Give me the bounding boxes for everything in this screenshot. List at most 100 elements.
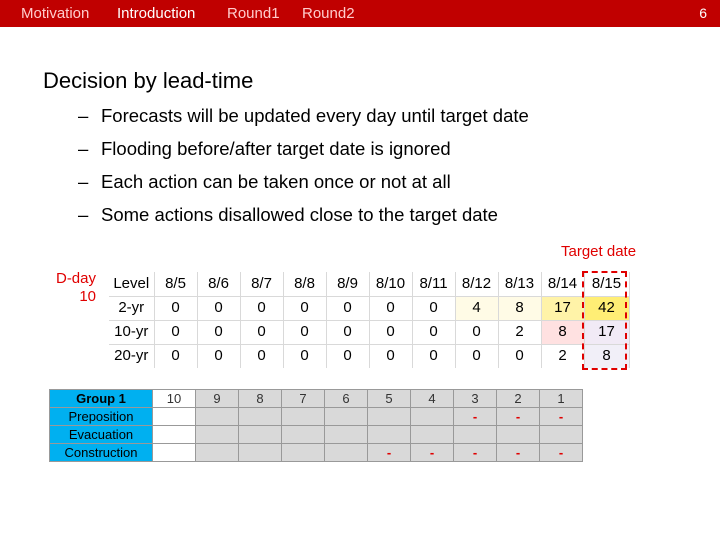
nav-item-round2[interactable]: Round2	[302, 5, 355, 22]
forecast-cell: 0	[239, 319, 284, 345]
forecast-cell: 0	[282, 319, 327, 345]
group-cell	[195, 407, 239, 426]
top-navigation-bar: Motivation Introduction Round1 Round2 6	[0, 0, 720, 27]
group-day-number: 6	[324, 389, 368, 408]
group-day-number: 4	[410, 389, 454, 408]
forecast-cell: 42	[583, 295, 630, 321]
bullet-text: Flooding before/after target date is ign…	[101, 138, 451, 159]
forecast-cell: 0	[497, 343, 542, 368]
forecast-row: 20-yr 0 0 0 0 0 0 0 0 0 2 8	[109, 343, 630, 368]
group-cell	[152, 443, 196, 462]
bullet-item: – Each action can be taken once or not at…	[78, 169, 529, 202]
forecast-header-date: 8/14	[540, 272, 585, 297]
bullet-marker: –	[78, 204, 89, 225]
slide-number: 6	[699, 5, 707, 21]
group-cell	[195, 443, 239, 462]
forecast-header-date: 8/7	[239, 272, 284, 297]
group-cell	[152, 425, 196, 444]
forecast-row: 10-yr 0 0 0 0 0 0 0 0 2 8 17	[109, 319, 630, 345]
forecast-header-date: 8/10	[368, 272, 413, 297]
forecast-cell: 8	[583, 343, 630, 368]
bullet-marker: –	[78, 105, 89, 126]
forecast-header-date: 8/9	[325, 272, 370, 297]
disallowed-cell: -	[453, 443, 497, 462]
group-cell	[496, 425, 540, 444]
group-cell	[281, 443, 325, 462]
forecast-cell: 0	[411, 295, 456, 321]
group-row: Construction - - - - -	[49, 443, 583, 462]
forecast-cell: 0	[325, 343, 370, 368]
group-row: Evacuation	[49, 425, 583, 444]
group-cell	[453, 425, 497, 444]
group-cell	[238, 407, 282, 426]
group-cell	[238, 443, 282, 462]
forecast-cell: 0	[153, 343, 198, 368]
forecast-cell: 0	[411, 343, 456, 368]
forecast-cell: 0	[239, 295, 284, 321]
forecast-cell: 0	[368, 343, 413, 368]
bullet-text: Each action can be taken once or not at …	[101, 171, 451, 192]
group-day-number: 2	[496, 389, 540, 408]
slide-title: Decision by lead-time	[43, 68, 254, 93]
nav-item-round1[interactable]: Round1	[227, 5, 280, 22]
group-cell	[281, 425, 325, 444]
group-cell	[152, 407, 196, 426]
group-header-row: Group 1 10 9 8 7 6 5 4 3 2 1	[49, 389, 583, 408]
group-cell	[324, 443, 368, 462]
forecast-cell: 0	[368, 295, 413, 321]
forecast-header-row: Level 8/5 8/6 8/7 8/8 8/9 8/10 8/11 8/12 8/13 8/14…	[109, 272, 630, 297]
forecast-cell: 0	[196, 343, 241, 368]
bullet-text: Some actions disallowed close to the tar…	[101, 204, 498, 225]
group-day-number: 9	[195, 389, 239, 408]
forecast-header-date: 8/15	[583, 272, 630, 297]
forecast-cell: 4	[454, 295, 499, 321]
target-date-label: Target date	[561, 243, 637, 260]
forecast-cell: 2	[540, 343, 585, 368]
forecast-header-date: 8/13	[497, 272, 542, 297]
nav-item-introduction[interactable]: Introduction	[117, 5, 196, 22]
forecast-cell: 0	[153, 295, 198, 321]
bullet-text: Forecasts will be updated every day unti…	[101, 105, 529, 126]
disallowed-cell: -	[539, 407, 583, 426]
bullet-marker: –	[78, 138, 89, 159]
disallowed-cell: -	[453, 407, 497, 426]
bullet-item: – Forecasts will be updated every day unt…	[78, 103, 529, 136]
group-day-number: 10	[152, 389, 196, 408]
disallowed-cell: -	[367, 443, 411, 462]
forecast-cell: 0	[454, 343, 499, 368]
forecast-header-date: 8/11	[411, 272, 456, 297]
nav-item-motivation[interactable]: Motivation	[21, 5, 90, 22]
group-cell	[281, 407, 325, 426]
group-day-number: 3	[453, 389, 497, 408]
forecast-cell: 17	[583, 319, 630, 345]
disallowed-cell: -	[496, 407, 540, 426]
group-cell	[367, 407, 411, 426]
dday-label-text: D-day	[55, 270, 96, 287]
group-day-number: 7	[281, 389, 325, 408]
forecast-cell: 0	[196, 319, 241, 345]
bullet-marker: –	[78, 171, 89, 192]
forecast-cell: 8	[497, 295, 542, 321]
dday-label-number: 10	[79, 288, 96, 305]
forecast-cell: 0	[153, 319, 198, 345]
forecast-table: Level 8/5 8/6 8/7 8/8 8/9 8/10 8/11 8/12 8/13 8/14…	[109, 272, 630, 368]
group-row: Preposition - - -	[49, 407, 583, 426]
bullet-item: – Flooding before/after target date is ig…	[78, 136, 529, 169]
forecast-cell: 17	[540, 295, 585, 321]
forecast-header-date: 8/5	[153, 272, 198, 297]
group-cell	[367, 425, 411, 444]
forecast-header-level: Level	[109, 272, 155, 297]
bullet-item: – Some actions disallowed close to the ta…	[78, 202, 529, 235]
forecast-cell: 0	[325, 295, 370, 321]
disallowed-cell: -	[496, 443, 540, 462]
forecast-cell: 0	[282, 343, 327, 368]
forecast-cell: 0	[411, 319, 456, 345]
forecast-cell: 0	[239, 343, 284, 368]
dday-label: D-day 10	[40, 270, 96, 306]
forecast-cell: 0	[325, 319, 370, 345]
forecast-header-date: 8/6	[196, 272, 241, 297]
group-cell	[238, 425, 282, 444]
forecast-row-label: 10-yr	[109, 319, 155, 345]
forecast-cell: 0	[454, 319, 499, 345]
group-cell	[195, 425, 239, 444]
